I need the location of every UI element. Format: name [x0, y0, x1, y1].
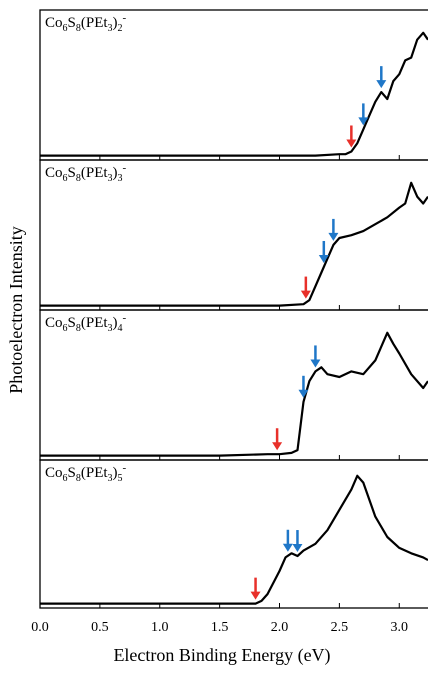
arrow-head	[298, 389, 309, 398]
arrow-head	[300, 290, 311, 299]
spectrum-line	[40, 331, 428, 457]
panel-frame	[39, 159, 428, 311]
arrow	[298, 375, 309, 398]
arrow	[346, 125, 357, 148]
arrow-head	[282, 543, 293, 552]
x-tick-label: 1.0	[151, 620, 169, 635]
arrow-head	[346, 139, 357, 148]
arrow	[300, 276, 311, 299]
x-tick-label: 2.5	[331, 620, 349, 635]
arrow-head	[310, 359, 321, 368]
arrow	[318, 240, 329, 263]
panel-title: Co6S8(PEt3)4-	[45, 312, 127, 334]
arrow-head	[272, 442, 283, 451]
arrow-head	[250, 591, 261, 600]
y-axis-label: Photoelectron Intensity	[6, 226, 26, 393]
x-tick-label: 0.5	[91, 620, 109, 635]
panel-frame	[39, 309, 428, 461]
spectrum-line	[40, 31, 428, 157]
panel-title: Co6S8(PEt3)2-	[45, 12, 127, 34]
x-axis-label: Electron Binding Energy (eV)	[113, 645, 330, 666]
arrow	[250, 577, 261, 600]
spectrum-line	[40, 181, 428, 307]
x-tick-label: 3.0	[391, 620, 409, 635]
x-tick-label: 2.0	[271, 620, 289, 635]
x-tick-label: 0.0	[31, 620, 49, 635]
arrow-head	[358, 117, 369, 126]
panel-frame	[39, 459, 428, 609]
x-tick-label: 1.5	[211, 620, 229, 635]
arrow-head	[376, 80, 387, 89]
arrow	[272, 428, 283, 451]
spectrum-line	[40, 474, 428, 605]
arrow	[328, 218, 339, 241]
arrow	[358, 103, 369, 126]
arrow-head	[318, 254, 329, 263]
arrow-head	[328, 232, 339, 241]
arrow	[292, 530, 303, 553]
arrow	[282, 529, 293, 552]
panel-title: Co6S8(PEt3)5-	[45, 462, 127, 484]
panel-frame	[39, 9, 428, 161]
arrow	[376, 66, 387, 89]
arrow-head	[292, 544, 303, 553]
panel-title: Co6S8(PEt3)3-	[45, 162, 127, 184]
arrow	[310, 345, 321, 368]
